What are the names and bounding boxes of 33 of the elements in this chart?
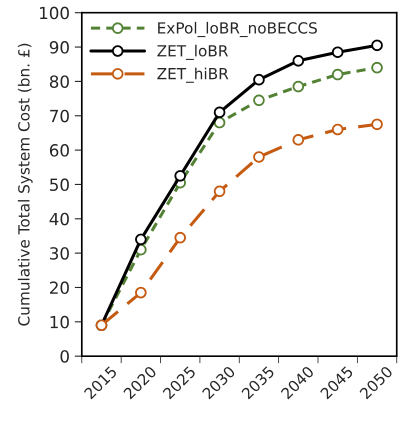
point — [292, 80, 304, 92]
point — [135, 234, 147, 246]
y-tick-label: 20 — [50, 281, 69, 294]
y-tick-label: 60 — [50, 144, 69, 157]
point — [214, 186, 226, 198]
y-tick-label: 100 — [40, 6, 69, 20]
y-tick-label: 80 — [50, 75, 69, 88]
legend-label: ZET_hiBR — [157, 68, 228, 83]
point — [332, 46, 344, 58]
point — [371, 118, 383, 130]
y-tick-label: 70 — [50, 110, 69, 122]
point — [253, 74, 265, 86]
point — [292, 134, 304, 146]
point — [174, 170, 186, 182]
legend-label: ExPol_loBR_noBECCS — [158, 22, 317, 38]
point — [292, 55, 304, 67]
point — [135, 286, 147, 298]
y-tick-label: 50 — [50, 178, 69, 192]
y-tick-label: 40 — [50, 212, 69, 226]
y-tick-label: 30 — [50, 247, 69, 260]
point — [214, 106, 226, 118]
y-tick-label: 0 — [60, 350, 69, 363]
point — [174, 232, 186, 244]
legend-label: ZET_loBR — [157, 44, 228, 60]
point — [371, 62, 383, 74]
point — [332, 68, 344, 80]
point — [253, 151, 265, 163]
y-axis-title: Cumulative Total System Cost (bn. £) — [18, 44, 33, 326]
y-tick-label: 10 — [50, 316, 69, 328]
y-tick-label: 90 — [50, 41, 69, 54]
point — [332, 124, 344, 136]
point — [253, 94, 265, 106]
point — [371, 40, 383, 52]
